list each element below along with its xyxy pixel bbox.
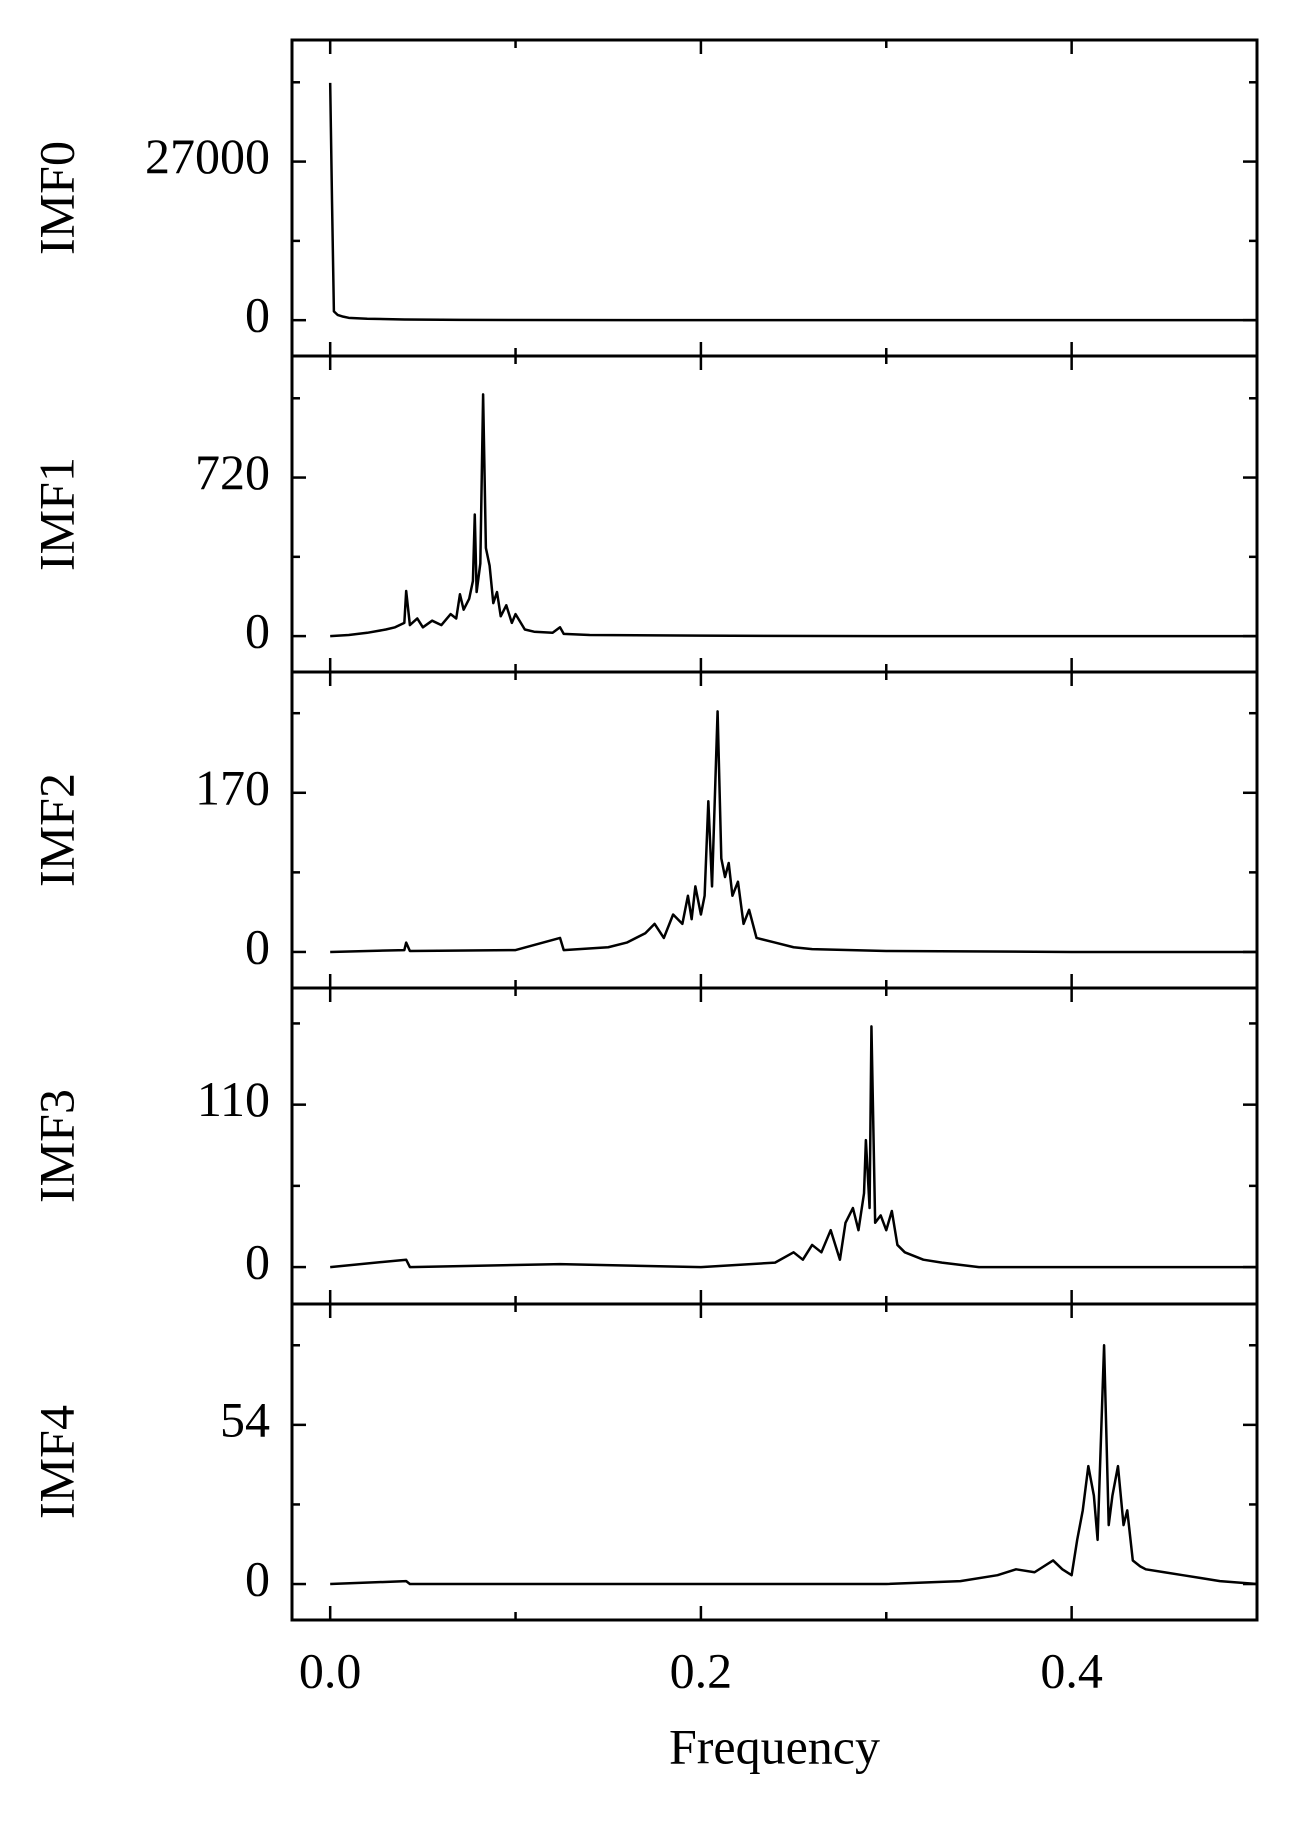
y-tick-label: 0 (245, 287, 270, 343)
x-tick-label: 0.0 (299, 1642, 362, 1698)
y-tick-label: 0 (245, 1551, 270, 1607)
spectrum-line (330, 393, 1257, 638)
panel-frame (290, 1302, 1259, 1622)
y-axis-label: IMF2 (28, 773, 84, 887)
y-tick-label: 0 (245, 603, 270, 659)
y-axis-label: IMF3 (28, 1089, 84, 1203)
y-tick-label: 720 (195, 444, 270, 500)
panel-frame (290, 670, 1259, 990)
y-tick-label: 0 (245, 918, 270, 974)
y-axis-label: IMF4 (28, 1405, 84, 1519)
panel-frame (290, 986, 1259, 1306)
y-axis-label: IMF0 (28, 141, 84, 255)
y-tick-label: 170 (195, 759, 270, 815)
spectrum-line (330, 1344, 1258, 1586)
spectrum-line (330, 710, 1257, 954)
x-axis-label: Frequency (669, 1718, 880, 1774)
spectrum-line (330, 1025, 1257, 1269)
y-tick-label: 54 (220, 1391, 270, 1447)
x-tick-label: 0.4 (1040, 1642, 1103, 1698)
y-tick-label: 0 (245, 1234, 270, 1290)
panel-frame (290, 38, 1259, 358)
y-axis-label: IMF1 (28, 457, 84, 571)
y-tick-label: 27000 (145, 128, 270, 184)
panel-frame (290, 354, 1259, 674)
x-tick-label: 0.2 (670, 1642, 733, 1698)
spectrum-line (328, 82, 1258, 322)
y-tick-label: 110 (197, 1071, 270, 1127)
